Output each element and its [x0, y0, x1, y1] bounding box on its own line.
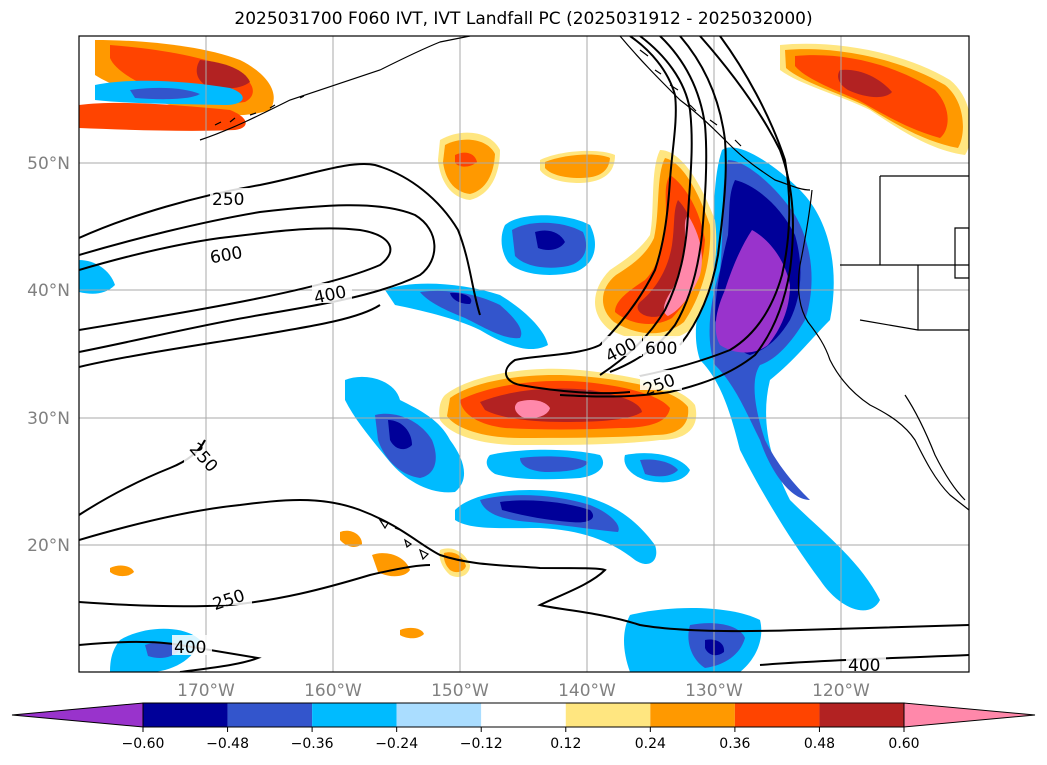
pos-field-hawaii-w	[372, 553, 410, 577]
colorbar-tick-label: 0.12	[550, 736, 581, 752]
pos-field-north-2b	[545, 154, 610, 178]
colorbar-segment	[819, 703, 904, 727]
coastlines	[199, 36, 969, 561]
contour-600-north	[79, 227, 392, 331]
contour-label-group: 250 600 400 400 600 250 250 250 400 400	[172, 188, 886, 676]
contour-label-400-southeast: 400	[848, 656, 880, 676]
pos-field-ne-darkred	[838, 69, 892, 98]
colorbar-extend-high	[903, 702, 1036, 728]
neg-field-23n-c	[500, 500, 594, 523]
neg-field-27n-b	[520, 456, 588, 472]
contour-label-250-sw: 250	[185, 439, 222, 477]
lon-axis-labels: 170°W 160°W 150°W 140°W 130°W 120°W	[177, 681, 870, 701]
lon-label-170w: 170°W	[177, 681, 235, 701]
lat-label-40n: 40°N	[27, 281, 70, 301]
colorbar-segment	[312, 703, 397, 727]
pos-field-nw-lower	[79, 102, 246, 131]
colorbar-tick-label: −0.60	[122, 736, 165, 752]
colorbar-segment	[143, 703, 228, 727]
lat-label-30n: 30°N	[27, 409, 70, 429]
contour-250-sw-2	[79, 499, 969, 633]
colorbar-segment	[481, 703, 566, 727]
colorbar-tick-label: −0.12	[460, 736, 503, 752]
lat-label-20n: 20°N	[27, 536, 70, 556]
colorbar-tick-label: 0.48	[804, 736, 835, 752]
neg-field-38n-c	[450, 292, 472, 304]
colorbar-frame	[142, 702, 905, 728]
gridlines	[79, 36, 969, 672]
coastline-hawaii	[378, 518, 430, 561]
contour-400-north	[79, 204, 436, 353]
pos-field-north-1b	[443, 139, 495, 194]
shaded-fields	[79, 40, 969, 672]
colorbar-tick-label: 0.36	[719, 736, 750, 752]
contour-label-250-north: 250	[212, 190, 244, 210]
colorbar-tick-label: −0.36	[291, 736, 334, 752]
colorbar-segment	[650, 703, 735, 727]
neg-field-43n-c	[535, 230, 565, 250]
coastline-baja	[904, 394, 966, 501]
colorbar-tick-label: 0.24	[635, 736, 666, 752]
neg-field-38n-b	[420, 290, 522, 339]
coastline-us-west	[797, 189, 969, 511]
contour-250-south	[79, 564, 431, 608]
lat-axis-labels: 50°N 40°N 30°N 20°N	[27, 154, 70, 556]
neg-field-coast-core	[715, 230, 790, 353]
ivt-contours	[79, 36, 969, 672]
border-ca-outline	[954, 227, 969, 279]
neg-field-nw-inner	[130, 87, 200, 100]
contour-250-lower	[79, 304, 381, 368]
coastline-alaska-islands	[214, 95, 305, 126]
colorbar-tick-label: 0.60	[888, 736, 919, 752]
colorbar-tick-label: −0.48	[206, 736, 249, 752]
contour-label-400-southwest: 400	[174, 638, 206, 658]
coastline-bc-islands	[639, 49, 742, 147]
contour-label-600-north: 600	[209, 243, 244, 268]
neg-field-west-edge	[79, 260, 115, 294]
colorbar: −0.60 −0.48 −0.36 −0.24 −0.12 0.12 0.24 0.36 0.4…	[11, 702, 1036, 752]
neg-field-12n-c	[705, 639, 725, 656]
neg-field-30n-west-c	[388, 420, 412, 450]
lon-label-140w: 140°W	[558, 681, 616, 701]
coastline-bc	[619, 36, 811, 191]
lon-label-150w: 150°W	[431, 681, 489, 701]
pos-field-dot-1	[110, 565, 134, 577]
contour-400-coast	[599, 36, 693, 376]
pos-field-dot-3	[340, 530, 362, 547]
lon-label-120w: 120°W	[812, 681, 870, 701]
colorbar-extend-low	[11, 702, 144, 728]
colorbar-segment	[227, 703, 313, 727]
neg-field-sw-b	[145, 642, 180, 658]
contour-400-coast-east	[639, 36, 791, 377]
contour-250-north	[79, 163, 481, 316]
colorbar-segment	[396, 703, 482, 727]
contour-label-600-coast: 600	[645, 339, 677, 359]
pos-field-dot-2	[400, 627, 424, 639]
neg-field-27n-east-b	[640, 459, 678, 477]
colorbar-segment	[565, 703, 651, 727]
map-title: 2025031700 F060 IVT, IVT Landfall PC (20…	[234, 9, 813, 29]
contour-250-coast	[505, 36, 677, 395]
colorbar-segment	[734, 703, 820, 727]
pos-field-nw-darkred	[196, 60, 250, 89]
lon-label-160w: 160°W	[304, 681, 362, 701]
contour-600-coast-2	[679, 36, 727, 346]
pos-field-32n-pink	[514, 400, 550, 418]
lat-label-50n: 50°N	[27, 154, 70, 174]
coastline-alaska	[199, 36, 471, 141]
border-states	[840, 176, 969, 331]
lon-label-130w: 130°W	[685, 681, 743, 701]
plot-frame	[78, 35, 970, 673]
colorbar-tick-label: −0.24	[375, 736, 418, 752]
contour-400-south	[79, 640, 969, 672]
contour-250-coast-east	[559, 36, 794, 398]
